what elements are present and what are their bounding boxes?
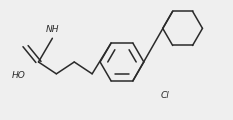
Text: Cl: Cl xyxy=(161,91,169,100)
Text: NH: NH xyxy=(46,24,59,33)
Text: HO: HO xyxy=(12,71,26,80)
